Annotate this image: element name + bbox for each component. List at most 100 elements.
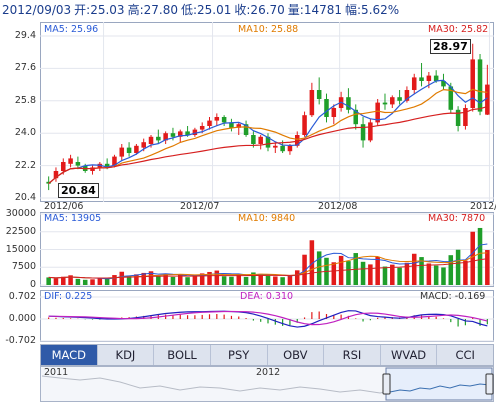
macd-dea-label: DEA: 0.310 [240, 291, 294, 302]
volume-bar [470, 231, 475, 285]
tab-cci[interactable]: CCI [455, 348, 475, 362]
navigator-year-mid: 2012 [256, 367, 281, 378]
volume-chart [40, 213, 494, 286]
price-y-tick: 20.4 [14, 192, 36, 203]
volume-bar [390, 264, 395, 285]
price-y-tick: 25.8 [14, 94, 36, 106]
price-panel[interactable] [40, 22, 494, 202]
candle-body [141, 142, 146, 148]
volume-bar [243, 276, 249, 285]
volume-bar [448, 255, 454, 285]
candle-body [455, 109, 461, 126]
price-y-tick: 27.6 [14, 62, 36, 74]
volume-bar [273, 276, 278, 285]
volume-bar [397, 267, 402, 285]
volume-bar [433, 265, 439, 285]
candle-body [112, 156, 117, 166]
volume-bar [177, 274, 183, 285]
candle-body [265, 136, 271, 148]
candle-body [287, 145, 293, 152]
volume-bar [221, 276, 227, 285]
volume-bar [185, 277, 190, 285]
tab-macd[interactable]: MACD [41, 345, 98, 365]
volume-y-tick: 7500 [11, 261, 36, 273]
volume-bar [368, 264, 373, 285]
candle-body [177, 131, 183, 137]
volume-bar [426, 263, 432, 285]
tab-wvad[interactable]: WVAD [381, 345, 438, 365]
volume-bar [141, 272, 146, 285]
candle-body [170, 133, 176, 137]
candle-body [156, 136, 161, 141]
candle-body [273, 145, 278, 148]
quote-header: 2012/09/03 开:25.03 高:27.80 低:25.01 收:26.70 量:… [2, 1, 402, 18]
quote-close: 收:26.70 [234, 3, 285, 17]
volume-bar [265, 275, 271, 285]
candle-body [53, 171, 59, 179]
candle-body [280, 145, 285, 152]
volume-y-tick: 15000 [5, 243, 36, 255]
candle-body [163, 133, 168, 141]
candle-body [68, 158, 73, 164]
macd-dif-label: DIF: 0.225 [44, 291, 93, 302]
macd-y-tick: 0.702 [8, 291, 36, 302]
volume-bar [236, 274, 242, 285]
candle-body [214, 117, 220, 121]
candle-body [236, 124, 242, 128]
volume-bar [455, 249, 461, 285]
candle-body [104, 163, 110, 168]
candle-body [294, 135, 300, 146]
volume-bar [156, 276, 161, 285]
volume-bar [419, 257, 424, 285]
quote-high: 高:27.80 [127, 3, 178, 17]
candle-body [258, 136, 263, 144]
ma5-line [48, 79, 488, 185]
volume-bar [375, 256, 380, 285]
candle-body [331, 108, 337, 117]
candle-body [390, 97, 395, 105]
price-ma10-label: MA10: 25.88 [238, 24, 299, 35]
candle-body [470, 59, 475, 108]
low-callout: 20.84 [58, 183, 99, 198]
candle-body [448, 86, 454, 110]
candle-body [229, 122, 234, 128]
high-callout: 28.97 [430, 39, 471, 54]
dea-line [48, 310, 488, 326]
vol-ma10-label: MA10: 9840 [238, 213, 296, 224]
tab-psy[interactable]: PSY [211, 345, 268, 365]
tab-kdj[interactable]: KDJ [98, 345, 155, 365]
volume-bar [126, 275, 132, 285]
volume-bar [119, 271, 125, 285]
tab-obv[interactable]: OBV [268, 345, 325, 365]
volume-bar [463, 260, 468, 285]
macd-chart [40, 296, 494, 342]
candle-body [382, 102, 388, 105]
indicator-tabs: MACD KDJ BOLL PSY OBV RSI WVAD CCI [40, 344, 494, 366]
candle-body [207, 120, 212, 126]
volume-bar [280, 277, 285, 285]
volume-bar [229, 276, 234, 285]
volume-bar [477, 227, 483, 285]
volume-bar [112, 275, 117, 285]
candle-body [243, 124, 249, 135]
quote-low: 低:25.01 [180, 3, 232, 17]
volume-bar [46, 277, 51, 285]
volume-bar [316, 251, 322, 285]
macd-y-tick: 0.000 [8, 313, 36, 324]
candle-body [75, 162, 81, 166]
volume-bar [134, 274, 139, 285]
tab-boll[interactable]: BOLL [154, 345, 211, 365]
candle-body [251, 135, 256, 144]
quote-change: 幅:5.62% [345, 3, 400, 17]
volume-bar [61, 276, 66, 285]
candle-body [477, 59, 483, 112]
candle-body [360, 124, 366, 141]
volume-bar [309, 240, 315, 285]
volume-bar [97, 277, 103, 285]
candle-body [192, 129, 198, 135]
tab-rsi[interactable]: RSI [324, 345, 381, 365]
candle-body [463, 108, 468, 126]
quote-open: 开:25.03 [74, 3, 125, 17]
candle-body [302, 115, 307, 135]
volume-bar [148, 271, 154, 285]
